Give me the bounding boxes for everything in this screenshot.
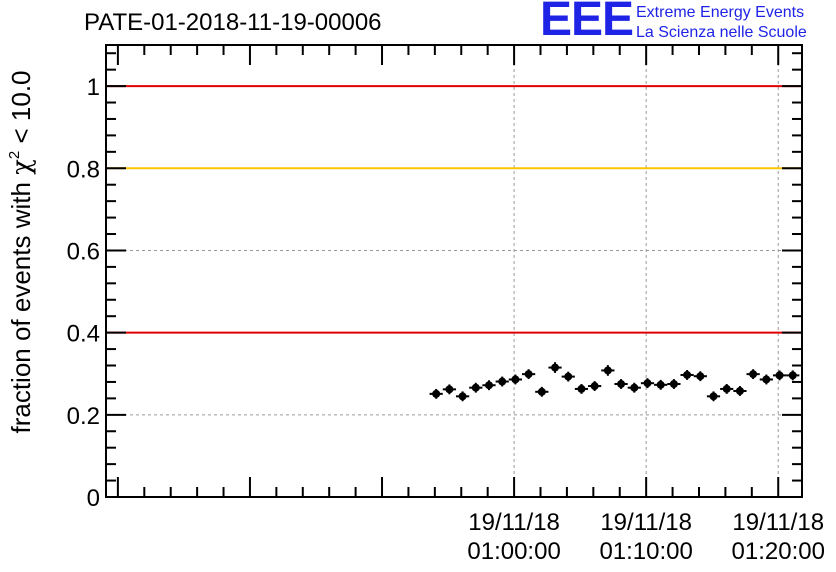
logo-text-line2: La Scienza nelle Scuole bbox=[636, 24, 807, 41]
x-tick-label-date: 19/11/18 bbox=[600, 509, 692, 536]
y-tick-label: 0.4 bbox=[67, 321, 100, 348]
data-point bbox=[442, 384, 456, 395]
eee-logo: EEE Extreme Energy Events La Scienza nel… bbox=[540, 0, 830, 46]
point-marker bbox=[722, 384, 731, 393]
data-point bbox=[548, 362, 562, 373]
point-marker bbox=[524, 370, 533, 379]
data-point bbox=[482, 380, 496, 391]
point-marker bbox=[630, 383, 639, 392]
point-marker bbox=[775, 371, 784, 380]
y-axis-label-chi: χ bbox=[7, 159, 37, 175]
y-axis-label: fraction of events with χ2 < 10.0 bbox=[6, 70, 37, 433]
grid-layer bbox=[106, 45, 802, 497]
point-marker bbox=[617, 380, 626, 388]
point-marker bbox=[498, 377, 507, 386]
x-tick-label-date: 19/11/18 bbox=[468, 509, 560, 536]
data-point bbox=[522, 369, 536, 380]
point-marker bbox=[788, 371, 797, 380]
data-point bbox=[720, 384, 734, 394]
point-marker bbox=[432, 389, 441, 398]
point-marker bbox=[709, 392, 718, 401]
data-point bbox=[640, 378, 655, 389]
data-point bbox=[733, 386, 747, 396]
data-point bbox=[759, 374, 773, 385]
axes-layer bbox=[105, 44, 803, 498]
y-axis-label-exponent: 2 bbox=[6, 151, 23, 159]
x-tick-label-date: 19/11/18 bbox=[732, 509, 824, 536]
x-tick-label-time: 01:20:00 bbox=[732, 538, 825, 565]
y-axis-label-prefix: fraction of events with bbox=[6, 175, 36, 434]
data-point bbox=[574, 384, 589, 394]
axis-labels-layer: 00.20.40.60.8119/11/1801:00:0019/11/1801… bbox=[67, 74, 825, 565]
point-marker bbox=[484, 381, 493, 390]
data-point bbox=[693, 371, 707, 382]
data-point bbox=[627, 382, 641, 393]
data-point bbox=[654, 379, 668, 390]
point-marker bbox=[577, 384, 586, 393]
point-marker bbox=[735, 386, 744, 395]
point-marker bbox=[471, 383, 480, 392]
point-marker bbox=[683, 370, 692, 379]
data-point bbox=[786, 370, 800, 381]
data-points-layer bbox=[429, 362, 800, 402]
point-marker bbox=[749, 370, 758, 379]
data-point bbox=[601, 365, 615, 376]
point-marker bbox=[551, 363, 560, 372]
eee-logo-letters: EEE bbox=[540, 0, 634, 46]
data-point bbox=[680, 370, 694, 380]
data-point bbox=[508, 374, 523, 385]
data-point bbox=[561, 371, 575, 382]
point-marker bbox=[511, 375, 520, 384]
y-axis-label-suffix: < 10.0 bbox=[6, 70, 36, 150]
point-marker bbox=[564, 372, 573, 381]
point-marker bbox=[603, 366, 612, 375]
point-marker bbox=[445, 385, 454, 394]
point-marker bbox=[669, 380, 678, 388]
data-point bbox=[535, 386, 549, 397]
point-marker bbox=[762, 375, 771, 384]
y-tick-label: 1 bbox=[87, 74, 100, 101]
x-tick-label-time: 01:10:00 bbox=[599, 538, 692, 565]
point-marker bbox=[590, 382, 599, 391]
point-marker bbox=[458, 392, 467, 401]
point-marker bbox=[537, 387, 546, 396]
y-tick-label: 0.8 bbox=[67, 156, 100, 183]
data-point bbox=[746, 369, 760, 380]
svg-text:fraction of events with χ2 < 1: fraction of events with χ2 < 10.0 bbox=[6, 70, 37, 433]
reference-lines-layer bbox=[106, 85, 802, 334]
y-tick-label: 0 bbox=[87, 485, 100, 512]
plot-frame bbox=[105, 44, 803, 498]
logo-text-line1: Extreme Energy Events bbox=[636, 4, 805, 21]
data-point bbox=[614, 379, 628, 389]
data-point bbox=[429, 388, 443, 399]
data-point bbox=[588, 381, 602, 391]
data-point bbox=[469, 382, 483, 393]
y-tick-label: 0.6 bbox=[67, 238, 100, 265]
data-point bbox=[495, 376, 509, 387]
data-point bbox=[706, 391, 721, 402]
plot-title: PATE-01-2018-11-19-00006 bbox=[84, 9, 382, 36]
y-tick-label: 0.2 bbox=[67, 403, 100, 430]
x-tick-label-time: 01:00:00 bbox=[467, 538, 560, 565]
data-point bbox=[455, 391, 470, 402]
point-marker bbox=[696, 372, 705, 381]
point-marker bbox=[643, 379, 652, 388]
data-point bbox=[772, 370, 787, 381]
data-point bbox=[667, 379, 681, 389]
point-marker bbox=[656, 380, 665, 389]
